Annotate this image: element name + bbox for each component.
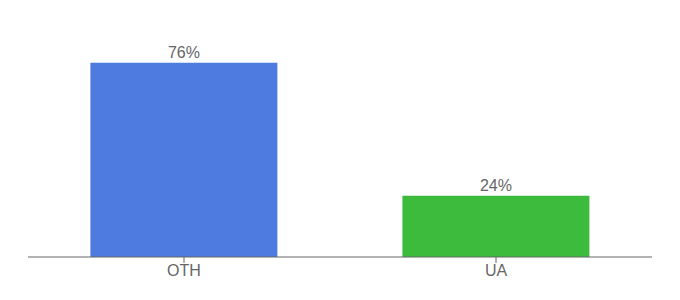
svg-text:OTH: OTH [167,262,201,279]
svg-text:24%: 24% [480,177,512,194]
svg-text:UA: UA [485,262,508,279]
svg-text:76%: 76% [168,44,200,61]
